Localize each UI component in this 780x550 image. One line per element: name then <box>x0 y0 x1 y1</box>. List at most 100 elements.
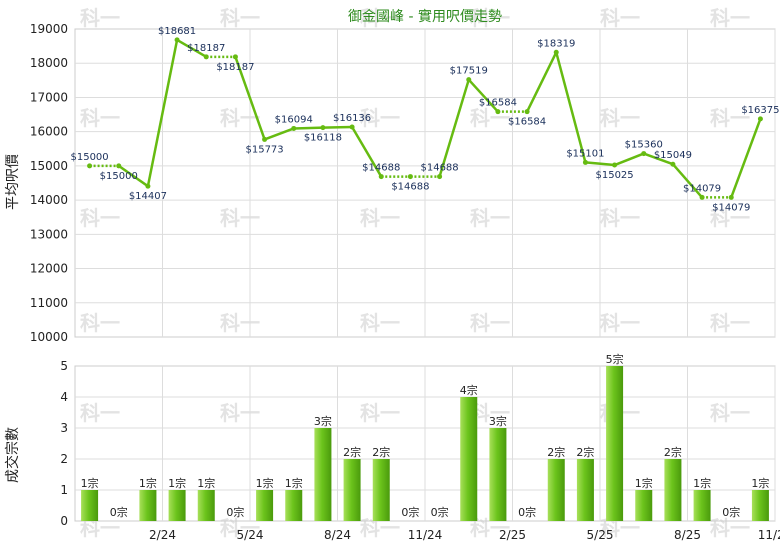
watermark-text: 科一 <box>80 106 120 130</box>
watermark-text: 科一 <box>710 6 750 30</box>
volume-tick-label: 5 <box>60 359 68 373</box>
watermark-text: 科一 <box>80 206 120 230</box>
watermark-text: 科一 <box>220 6 260 30</box>
price-tick-label: 18000 <box>30 56 68 70</box>
watermark-text: 科一 <box>80 6 120 30</box>
price-point <box>466 77 472 83</box>
volume-bar <box>314 428 332 521</box>
watermark-text: 科一 <box>360 206 400 230</box>
volume-data-label: 2宗 <box>372 445 390 459</box>
price-data-label: $14688 <box>391 182 429 193</box>
price-line-segment <box>118 164 149 188</box>
price-point <box>232 54 238 60</box>
volume-data-label: 2宗 <box>576 445 594 459</box>
volume-data-label: 2宗 <box>547 445 565 459</box>
price-line-segment <box>264 127 295 141</box>
volume-bar <box>489 428 507 521</box>
volume-tick-label: 1 <box>60 483 68 497</box>
price-data-label: $16584 <box>508 117 546 128</box>
volume-data-label: 1宗 <box>139 476 157 490</box>
volume-bar <box>256 490 274 521</box>
price-data-label: $15049 <box>654 150 692 161</box>
watermark-text: 科一 <box>360 401 400 425</box>
price-line-segment <box>525 51 558 113</box>
watermark-text: 科一 <box>220 516 260 540</box>
price-point <box>116 163 122 169</box>
price-line-segment <box>671 163 704 199</box>
price-tick-label: 17000 <box>30 90 68 104</box>
watermark-text: 科一 <box>470 206 510 230</box>
volume-panel: 5 4 3 2 1 0 2/24 5/24 8/24 11/24 2/25 5/25 8/25 11/25… <box>60 352 780 542</box>
price-point <box>553 49 559 55</box>
volume-data-label: 0宗 <box>431 505 449 519</box>
price-line-segment <box>467 78 499 113</box>
volume-bar <box>606 366 624 521</box>
watermark-text: 科一 <box>80 311 120 335</box>
price-data-label: $17519 <box>450 66 488 77</box>
price-line-segment <box>643 152 674 166</box>
x-tick-label: 2/25 <box>499 528 526 542</box>
price-line-segment <box>585 161 615 167</box>
price-point <box>262 136 268 142</box>
volume-bar <box>460 397 478 521</box>
volume-data-label: 0宗 <box>401 505 419 519</box>
price-line-segment <box>730 118 762 198</box>
watermark-text: 科一 <box>360 106 400 130</box>
price-point <box>582 159 588 165</box>
price-line-segment <box>176 38 207 58</box>
volume-data-label: 0宗 <box>518 505 536 519</box>
watermark-text: 科一 <box>470 6 510 30</box>
volume-data-label: 3宗 <box>489 414 507 428</box>
x-tick-label: 8/24 <box>324 528 351 542</box>
price-line-segment <box>438 79 470 177</box>
price-data-label: $15025 <box>595 170 633 181</box>
volume-data-label: 2宗 <box>664 445 682 459</box>
volume-tick-label: 3 <box>60 421 68 435</box>
volume-bar <box>81 490 99 521</box>
volume-axis-title: 成交宗數 <box>4 427 21 483</box>
price-point <box>291 125 297 131</box>
price-tick-label: 14000 <box>30 193 68 207</box>
volume-data-label: 1宗 <box>285 476 303 490</box>
price-point <box>407 174 413 180</box>
volume-bar <box>168 490 186 521</box>
volume-bar <box>693 490 711 521</box>
x-tick-label: 2/24 <box>149 528 176 542</box>
x-tick-label: 11/25 <box>758 528 780 542</box>
watermark-text: 科一 <box>360 311 400 335</box>
volume-data-label: 1宗 <box>693 476 711 490</box>
volume-bar <box>372 459 390 521</box>
watermark-text: 科一 <box>470 106 510 130</box>
watermark-text: 科一 <box>710 106 750 130</box>
volume-data-label: 4宗 <box>460 383 478 397</box>
watermark-text: 科一 <box>710 516 750 540</box>
price-axis-title: 平均呎價 <box>4 154 21 210</box>
volume-bar <box>547 459 565 521</box>
watermark-text: 科一 <box>220 401 260 425</box>
price-tick-label: 13000 <box>30 227 68 241</box>
volume-bar <box>343 459 361 521</box>
price-data-label: $16136 <box>333 113 371 124</box>
price-point <box>757 116 763 122</box>
price-tick-label: 10000 <box>30 330 68 344</box>
price-data-label: $16094 <box>275 114 313 125</box>
price-data-label: $14688 <box>362 163 400 174</box>
volume-bar <box>285 490 303 521</box>
watermark-text: 科一 <box>710 206 750 230</box>
price-point <box>728 194 734 200</box>
price-line-segment <box>555 51 587 163</box>
price-data-label: $15000 <box>100 171 138 182</box>
volume-bar <box>576 459 594 521</box>
price-point <box>174 37 180 43</box>
volume-bar <box>197 490 215 521</box>
price-line-segment <box>614 152 645 167</box>
price-line-segment <box>146 39 179 187</box>
price-line-segment <box>322 125 353 129</box>
price-data-label: $14079 <box>683 183 721 194</box>
chart-title: 御金國峰 - 實用呎價走勢 <box>348 8 502 25</box>
volume-bar <box>635 490 653 521</box>
volume-bar <box>751 490 769 521</box>
watermark-text: 科一 <box>600 106 640 130</box>
volume-bar <box>664 459 682 521</box>
